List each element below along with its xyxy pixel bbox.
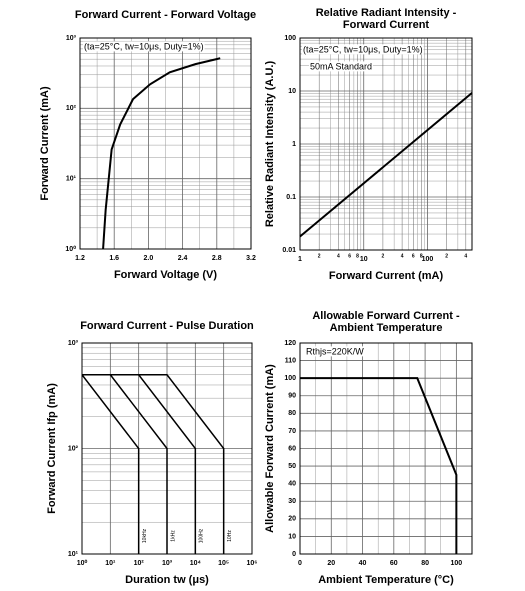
y-tick-label: 60 <box>288 445 296 452</box>
x-tick-label: 10⁶ <box>246 560 257 567</box>
x-tick-label: 0 <box>298 560 302 567</box>
y-tick-label: 10¹ <box>68 551 79 558</box>
series-label: 1kHz <box>170 530 176 542</box>
x-tick-label: 8 <box>420 253 423 259</box>
y-tick-label: 1 <box>292 141 296 148</box>
y-tick-label: 80 <box>288 410 296 417</box>
plot-frame <box>299 342 473 555</box>
data-line <box>300 377 458 554</box>
x-axis-label: Duration tw (μs) <box>125 574 209 586</box>
x-tick-label: 1.2 <box>75 255 85 262</box>
series-label: 10kHz <box>142 528 148 543</box>
x-tick-label: 10² <box>134 560 145 567</box>
x-tick-label: 2.4 <box>178 255 188 262</box>
x-tick-label: 8 <box>356 253 359 259</box>
chart-title: Allowable Forward Current - <box>312 310 460 322</box>
x-tick-label: 4 <box>337 253 340 259</box>
plot-frame <box>299 37 473 251</box>
y-tick-label: 10 <box>288 533 296 540</box>
x-tick-label: 10⁰ <box>77 559 88 567</box>
data-line <box>82 374 225 554</box>
y-tick-label: 10² <box>66 105 77 112</box>
chart-title: Relative Radiant Intensity - <box>316 7 457 19</box>
y-axis-label: Forward Current (mA) <box>39 86 51 201</box>
x-tick-label: 100 <box>422 256 434 263</box>
y-tick-label: 10⁰ <box>65 245 76 253</box>
x-tick-label: 1.6 <box>109 255 119 262</box>
x-tick-label: 2 <box>382 253 385 259</box>
y-tick-label: 10³ <box>66 35 77 42</box>
y-tick-label: 100 <box>284 375 296 382</box>
data-line <box>299 92 473 238</box>
data-line <box>82 374 168 554</box>
y-tick-label: 10 <box>288 88 296 95</box>
chart-title: Ambient Temperature <box>330 322 443 334</box>
y-tick-label: 110 <box>285 357 296 364</box>
y-tick-label: 0.01 <box>282 247 296 254</box>
x-tick-label: 10¹ <box>105 560 116 567</box>
x-tick-label: 40 <box>359 560 367 567</box>
y-tick-label: 120 <box>284 340 296 347</box>
x-tick-label: 1 <box>298 256 302 263</box>
x-tick-label: 4 <box>401 253 404 259</box>
x-tick-label: 80 <box>421 560 429 567</box>
annotation-box <box>302 44 424 55</box>
x-tick-label: 2.0 <box>144 255 154 262</box>
x-tick-label: 2 <box>445 253 448 259</box>
chart-title: Forward Current - Forward Voltage <box>75 9 256 21</box>
series-label: 10Hz <box>227 530 233 542</box>
data-line <box>102 57 221 250</box>
x-tick-label: 6 <box>412 253 415 259</box>
x-tick-label: 10⁴ <box>190 560 202 567</box>
chart-title: Forward Current - Pulse Duration <box>80 320 254 332</box>
annotation: (ta=25°C, tw=10μs, Duty=1%) <box>84 41 204 51</box>
plot-frame <box>79 37 252 250</box>
x-tick-label: 60 <box>390 560 398 567</box>
y-tick-label: 70 <box>288 428 296 435</box>
annotation-box <box>309 61 374 72</box>
x-tick-label: 20 <box>327 560 335 567</box>
y-tick-label: 0.1 <box>286 194 296 201</box>
y-tick-label: 30 <box>288 498 296 505</box>
x-tick-label: 4 <box>464 253 467 259</box>
y-tick-label: 40 <box>288 481 296 488</box>
annotation-box <box>83 41 205 52</box>
chart-title: Forward Current <box>343 19 430 31</box>
y-axis-label: Forward Current Ifp (mA) <box>46 383 58 514</box>
x-axis-label: Ambient Temperature (°C) <box>318 574 454 586</box>
annotation-box <box>305 346 366 357</box>
x-tick-label: 3.2 <box>246 255 256 262</box>
y-tick-label: 10² <box>68 445 79 452</box>
x-tick-label: 100 <box>451 560 463 567</box>
y-tick-label: 10¹ <box>66 176 77 183</box>
x-tick-label: 2.8 <box>212 255 222 262</box>
x-tick-label: 10 <box>360 256 368 263</box>
x-tick-label: 6 <box>348 253 351 259</box>
data-line <box>81 374 140 554</box>
y-axis-label: Relative Radiant Intensity (A.U.) <box>264 61 276 228</box>
series-label: 100Hz <box>199 528 205 543</box>
x-tick-label: 10³ <box>162 560 173 567</box>
y-tick-label: 0 <box>292 551 296 558</box>
x-axis-label: Forward Current (mA) <box>329 270 444 282</box>
y-tick-label: 100 <box>284 35 296 42</box>
y-tick-label: 50 <box>288 463 296 470</box>
x-tick-label: 2 <box>318 253 321 259</box>
x-tick-label: 10⁵ <box>218 560 229 567</box>
annotation: Rthjs=220K/W <box>306 346 364 356</box>
y-tick-label: 20 <box>288 516 296 523</box>
y-tick-label: 10³ <box>68 340 79 347</box>
annotation: 50mA Standard <box>310 61 372 71</box>
x-axis-label: Forward Voltage (V) <box>114 269 217 281</box>
y-axis-label: Allowable Forward Current (mA) <box>264 364 276 533</box>
annotation: (ta=25°C, tw=10μs, Duty=1%) <box>303 44 423 54</box>
y-tick-label: 90 <box>288 393 296 400</box>
